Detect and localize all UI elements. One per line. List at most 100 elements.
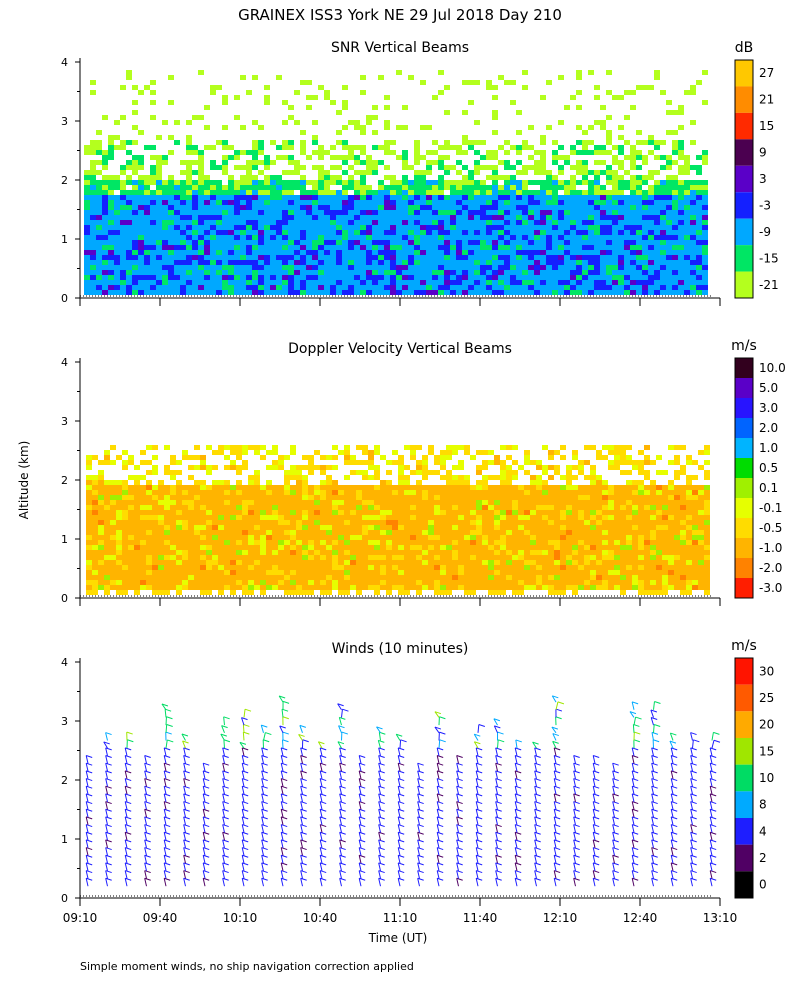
velocity-cell [332, 480, 338, 485]
snr-cell [702, 260, 708, 265]
velocity-cell [404, 555, 410, 560]
snr-cell [564, 105, 570, 110]
snr-cell [336, 255, 342, 260]
snr-cell [396, 195, 402, 200]
velocity-cell [326, 505, 332, 510]
snr-cell [318, 280, 324, 285]
velocity-cell [410, 545, 416, 550]
snr-cell [162, 205, 168, 210]
snr-cell [102, 190, 108, 195]
snr-cell [282, 255, 288, 260]
velocity-cell [416, 565, 422, 570]
snr-cell [684, 240, 690, 245]
snr-cell [456, 230, 462, 235]
snr-cell [360, 90, 366, 95]
snr-cell [462, 135, 468, 140]
snr-cell [618, 200, 624, 205]
snr-cell [618, 250, 624, 255]
snr-cell [630, 270, 636, 275]
snr-cell [480, 220, 486, 225]
velocity-cell [500, 585, 506, 590]
velocity-cell [92, 480, 98, 485]
velocity-cell [518, 490, 524, 495]
snr-cell [108, 140, 114, 145]
velocity-cell [392, 530, 398, 535]
velocity-cell [224, 550, 230, 555]
snr-cell [312, 255, 318, 260]
snr-cell [582, 190, 588, 195]
snr-cell [108, 285, 114, 290]
snr-cell [582, 160, 588, 165]
snr-cell [618, 185, 624, 190]
snr-cell [156, 225, 162, 230]
snr-cell [582, 275, 588, 280]
snr-cell [276, 235, 282, 240]
velocity-cell [524, 575, 530, 580]
snr-cell [630, 285, 636, 290]
velocity-cell [266, 565, 272, 570]
snr-cell [414, 270, 420, 275]
velocity-cell [266, 540, 272, 545]
velocity-cell [194, 485, 200, 490]
snr-cell [414, 280, 420, 285]
velocity-cell [188, 575, 194, 580]
snr-cell [342, 160, 348, 165]
snr-cell [108, 270, 114, 275]
snr-cell [192, 205, 198, 210]
snr-cell [672, 130, 678, 135]
snr-cell [312, 240, 318, 245]
snr-cell [246, 180, 252, 185]
snr-cell [258, 185, 264, 190]
velocity-cell [482, 495, 488, 500]
snr-cell [594, 240, 600, 245]
snr-cell [276, 145, 282, 150]
snr-cell [468, 190, 474, 195]
snr-cell [288, 290, 294, 295]
velocity-cell [146, 485, 152, 490]
snr-cell [606, 220, 612, 225]
snr-cell [642, 155, 648, 160]
velocity-cell [158, 500, 164, 505]
snr-cell [318, 145, 324, 150]
snr-cell [270, 210, 276, 215]
snr-cell [360, 180, 366, 185]
snr-cell [486, 165, 492, 170]
snr-cell [246, 285, 252, 290]
snr-cell [390, 280, 396, 285]
velocity-cell [104, 575, 110, 580]
snr-cell [606, 70, 612, 75]
snr-cell [678, 240, 684, 245]
snr-cell [228, 225, 234, 230]
velocity-cell [338, 515, 344, 520]
velocity-cell [458, 520, 464, 525]
velocity-cell [506, 455, 512, 460]
snr-cell [222, 240, 228, 245]
snr-cell [198, 175, 204, 180]
velocity-cell [224, 575, 230, 580]
snr-cell [516, 275, 522, 280]
snr-cell [348, 285, 354, 290]
snr-cell [228, 250, 234, 255]
velocity-cell [308, 590, 314, 595]
snr-cell [522, 245, 528, 250]
snr-cell [222, 155, 228, 160]
velocity-cell [176, 565, 182, 570]
snr-cell [216, 195, 222, 200]
velocity-cell [254, 470, 260, 475]
snr-cell [228, 290, 234, 295]
snr-cell [492, 255, 498, 260]
velocity-cell [254, 535, 260, 540]
velocity-cell [164, 560, 170, 565]
velocity-cell [488, 500, 494, 505]
velocity-cell [392, 525, 398, 530]
snr-cell [318, 220, 324, 225]
velocity-cell [326, 575, 332, 580]
snr-cell [432, 195, 438, 200]
velocity-cell [422, 550, 428, 555]
snr-cell [150, 255, 156, 260]
velocity-cell [260, 540, 266, 545]
velocity-cell [290, 445, 296, 450]
snr-cell [264, 255, 270, 260]
velocity-cell [194, 560, 200, 565]
snr-cell [90, 80, 96, 85]
